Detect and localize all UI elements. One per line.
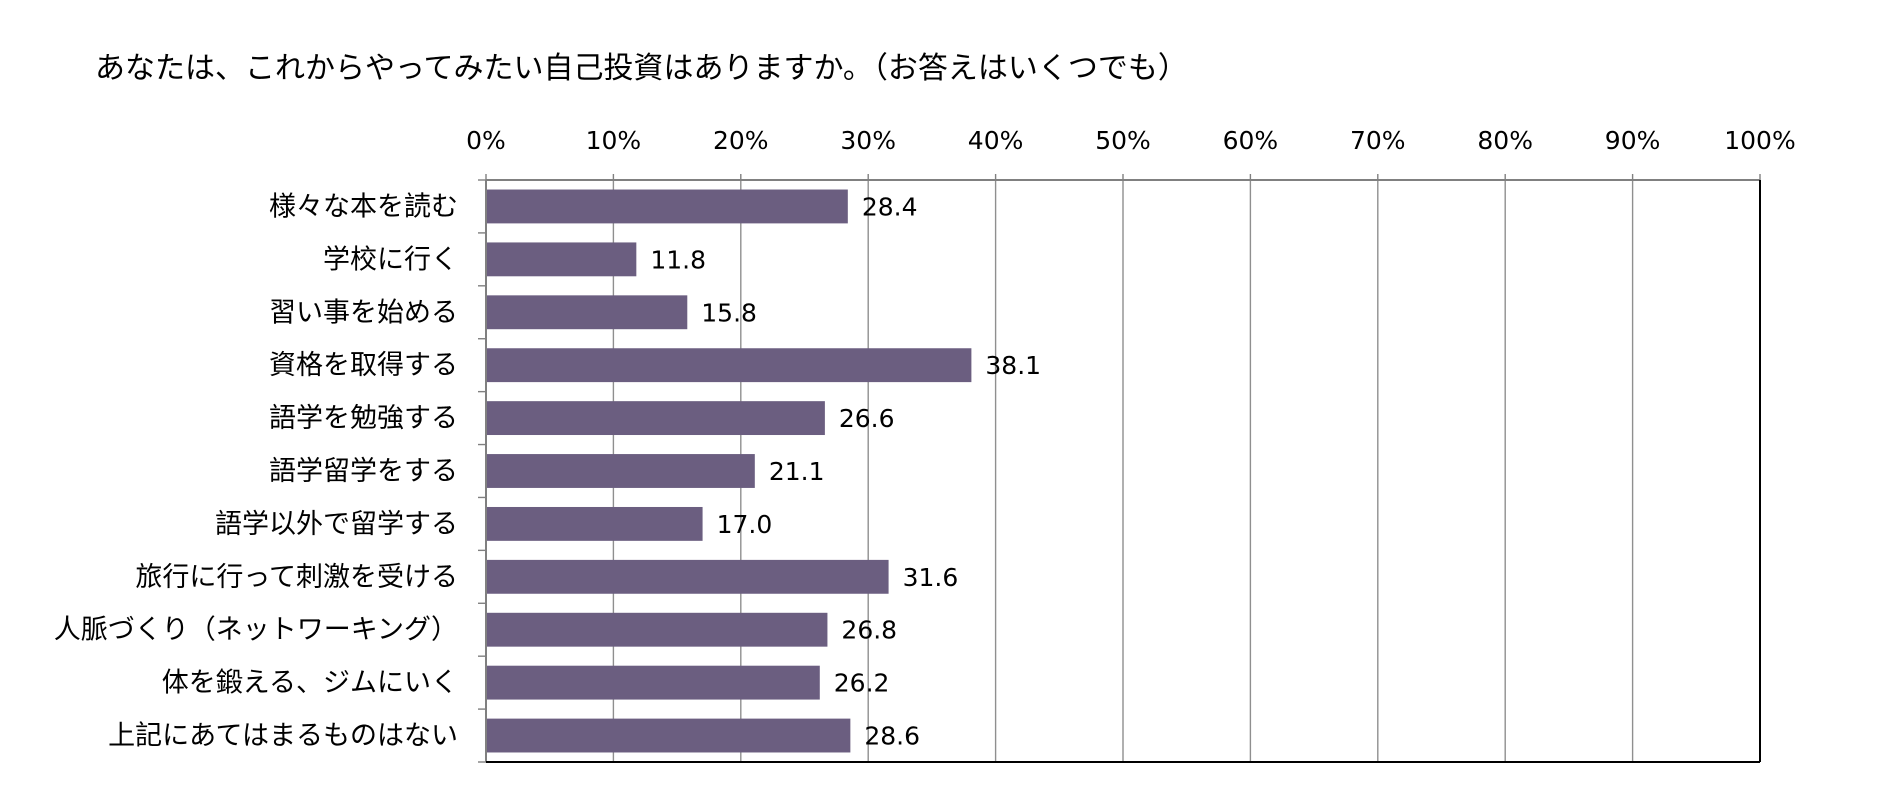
value-label: 31.6: [903, 563, 959, 592]
category-label: 体を鍛える、ジムにいく: [162, 668, 458, 699]
x-tick-label: 40%: [968, 126, 1024, 155]
x-tick-label: 0%: [466, 126, 506, 155]
bar: [486, 506, 703, 541]
category-label: 学校に行く: [323, 244, 458, 275]
category-label: 語学を勉強する: [269, 403, 458, 434]
category-label: 様々な本を読む: [269, 191, 458, 222]
bar: [486, 401, 825, 436]
x-tick-label: 10%: [586, 126, 642, 155]
value-label: 26.6: [839, 404, 895, 433]
x-tick-label: 80%: [1477, 126, 1533, 155]
bar: [486, 454, 755, 488]
category-label: 語学留学をする: [269, 456, 458, 487]
category-labels: 様々な本を読む学校に行く習い事を始める資格を取得する語学を勉強する語学留学をする…: [54, 191, 458, 751]
bar: [486, 718, 851, 753]
value-label: 15.8: [701, 298, 757, 327]
value-label: 17.0: [717, 510, 773, 539]
chart-title: あなたは、これからやってみたい自己投資はありますか。（お答えはいくつでも）: [95, 51, 1188, 86]
bar: [486, 348, 972, 383]
bar: [486, 189, 848, 224]
x-tick-label: 60%: [1223, 126, 1279, 155]
category-label: 旅行に行って刺激を受ける: [135, 562, 458, 593]
x-tick-label: 70%: [1350, 126, 1406, 155]
category-label: 語学以外で留学する: [215, 509, 458, 540]
bar: [486, 612, 828, 647]
x-tick-label: 20%: [713, 126, 769, 155]
category-label: 上記にあてはまるものはない: [108, 721, 458, 752]
value-label: 11.8: [650, 245, 706, 274]
category-label: 資格を取得する: [269, 350, 458, 381]
gridlines: [612, 180, 1634, 762]
x-axis-tick-labels: 0% 10% 20% 30% 40% 50% 60% 70% 80% 90% 100%: [466, 126, 1796, 180]
value-label: 38.1: [985, 351, 1041, 380]
x-tick-label: 50%: [1095, 126, 1151, 155]
value-label: 28.6: [864, 722, 920, 751]
value-label: 26.2: [834, 669, 890, 698]
bar: [486, 559, 889, 594]
value-labels: 28.4 11.8 15.8 38.1 26.6 21.1 17.0 31.626.8 26.2…: [650, 192, 1041, 750]
value-label: 21.1: [769, 457, 825, 486]
x-tick-label: 90%: [1605, 126, 1661, 155]
x-tick-label: 30%: [840, 126, 896, 155]
bar: [486, 242, 637, 277]
category-label: 習い事を始める: [269, 297, 458, 328]
bar: [486, 665, 820, 700]
category-label: 人脈づくり（ネットワーキング）: [54, 615, 458, 646]
x-tick-label: 100%: [1724, 126, 1795, 155]
bar: [486, 295, 688, 330]
value-label: 28.4: [862, 192, 918, 221]
bars: [486, 189, 972, 753]
plot-frame: [478, 179, 1761, 763]
value-label: 26.8: [841, 616, 897, 645]
